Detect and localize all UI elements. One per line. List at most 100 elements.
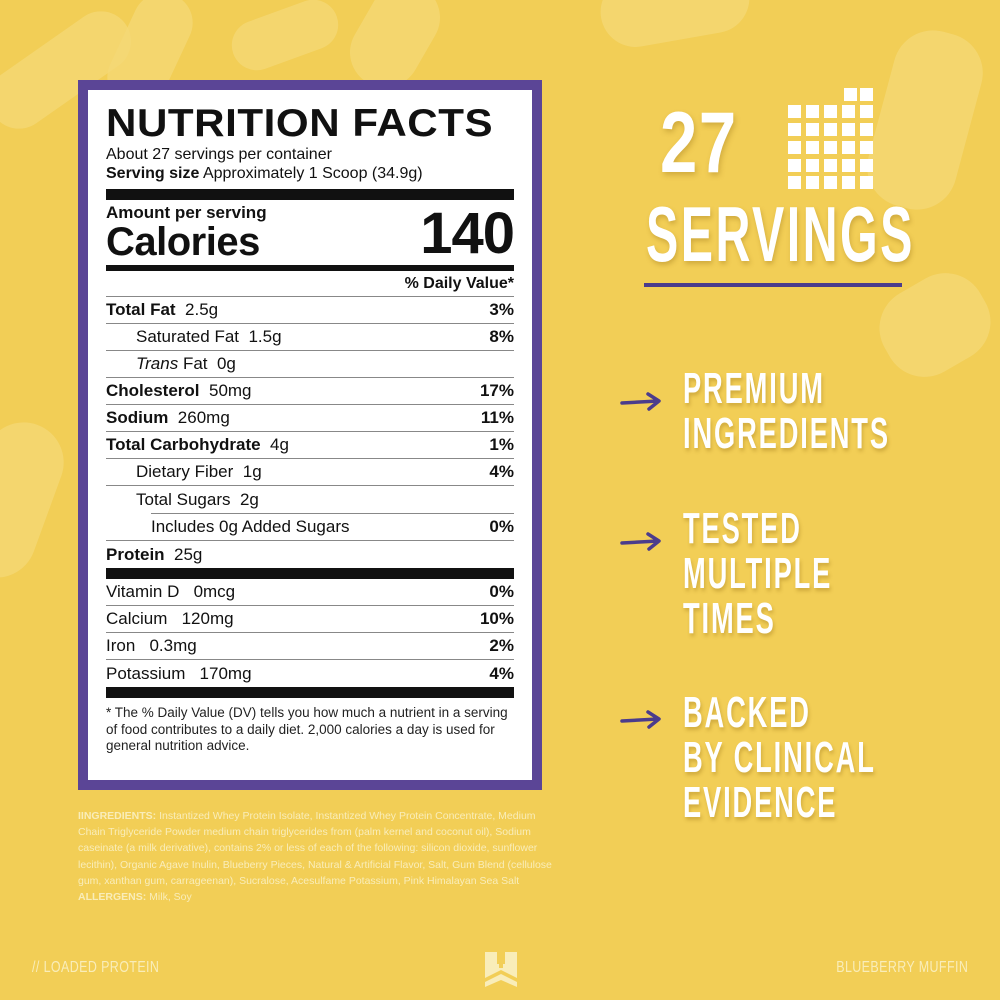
daily-value-header: % Daily Value* bbox=[106, 273, 514, 297]
brand-logo-icon bbox=[485, 952, 517, 987]
ingredients-block: IINGREDIENTS: Instantized Whey Protein I… bbox=[78, 808, 553, 905]
feature-line: BY CLINICAL bbox=[683, 733, 876, 782]
nutrient-dv: 11% bbox=[480, 408, 514, 427]
calories-value: 140 bbox=[420, 201, 515, 266]
calories-row: Calories 140 bbox=[106, 205, 515, 264]
nutrient-amount: 4g bbox=[270, 435, 289, 454]
nutrition-facts-title: NUTRITION FACTS bbox=[106, 102, 494, 145]
daily-value-footnote: * The % Daily Value (DV) tells you how m… bbox=[106, 705, 508, 753]
nutrient-amount: 1.5g bbox=[248, 327, 282, 346]
nutrient-name: Total Carbohydrate bbox=[106, 435, 261, 454]
nutrient-amount: 2g bbox=[239, 489, 259, 509]
vitamin-name: Iron bbox=[106, 636, 136, 655]
nutrient-name: Protein bbox=[106, 544, 165, 564]
calories-label: Calories bbox=[106, 220, 260, 264]
vitamin-name: Potassium bbox=[106, 663, 186, 683]
arrow-right-icon bbox=[620, 392, 661, 411]
nutrient-dv: 17% bbox=[479, 381, 514, 400]
nutrient-name: Dietary Fiber bbox=[136, 462, 234, 481]
amount-per-serving: Amount per serving bbox=[106, 203, 267, 222]
vitamin-amount: 170mg bbox=[199, 663, 252, 683]
divider-thin bbox=[151, 513, 514, 514]
background-brush-stroke bbox=[224, 0, 346, 78]
nutrient-row-total-sugars: Total Sugars 2g bbox=[106, 486, 514, 513]
nutrient-row-protein: Protein 25g bbox=[106, 541, 514, 568]
footer-product-line: // LOADED PROTEIN bbox=[32, 959, 160, 976]
background-brush-stroke bbox=[0, 411, 75, 589]
nutrient-row-saturated-fat: Saturated Fat 1.5g 8% bbox=[106, 324, 514, 351]
divider-purple bbox=[644, 283, 902, 287]
nutrient-row-total-fat: Total Fat 2.5g 3% bbox=[106, 297, 514, 324]
nutrient-name-italic: Trans bbox=[136, 354, 179, 373]
servings-grid-icon bbox=[788, 88, 873, 189]
nutrient-name: Includes 0g Added Sugars bbox=[151, 517, 350, 536]
nutrient-row-trans-fat: Trans Fat 0g bbox=[106, 351, 514, 378]
vitamin-name: Calcium bbox=[106, 609, 168, 628]
nutrient-amount: 25g bbox=[174, 544, 203, 564]
divider-thick bbox=[106, 189, 514, 200]
vitamin-row-vitamin-d: Vitamin D 0mcg 0% bbox=[106, 579, 514, 606]
feature-line: EVIDENCE bbox=[683, 778, 838, 827]
nutrient-name: Saturated Fat bbox=[136, 327, 240, 346]
nutrient-amount: 0g bbox=[216, 354, 236, 373]
nutrient-row-total-carbohydrate: Total Carbohydrate 4g 1% bbox=[106, 432, 514, 459]
divider-thick bbox=[106, 687, 514, 698]
nutrition-facts-panel: NUTRITION FACTS About 27 servings per co… bbox=[78, 80, 542, 790]
nutrient-dv: 3% bbox=[489, 300, 514, 319]
serving-size-value: Approximately 1 Scoop (34.9g) bbox=[202, 165, 423, 182]
vitamin-amount: 0.3mg bbox=[149, 636, 197, 655]
feature-line: TESTED bbox=[683, 504, 802, 553]
arrow-right-icon bbox=[620, 532, 661, 551]
nutrient-name: Fat bbox=[182, 354, 208, 373]
vitamin-dv: 2% bbox=[489, 636, 514, 655]
vitamin-dv: 0% bbox=[489, 582, 514, 601]
nutrient-name: Total Fat bbox=[106, 300, 176, 319]
background-brush-stroke bbox=[595, 0, 755, 53]
serving-size: Serving size Approximately 1 Scoop (34.9… bbox=[106, 164, 514, 183]
nutrient-name: Sodium bbox=[106, 408, 169, 427]
divider-medium bbox=[106, 265, 514, 271]
nutrient-dv: 0% bbox=[489, 517, 514, 536]
vitamin-amount: 0mcg bbox=[193, 582, 236, 601]
nutrient-dv: 4% bbox=[489, 462, 514, 481]
background-brush-stroke bbox=[858, 21, 992, 219]
feature-line: TIMES bbox=[683, 594, 776, 643]
feature-premium-ingredients: PREMIUM INGREDIENTS bbox=[683, 366, 890, 456]
feature-backed-by-clinical-evidence: BACKED BY CLINICAL EVIDENCE bbox=[683, 690, 876, 825]
ingredients-text: Instantized Whey Protein Isolate, Instan… bbox=[78, 810, 552, 887]
ingredients-label: IINGREDIENTS: bbox=[78, 810, 157, 822]
allergens-label: ALLERGENS: bbox=[78, 891, 147, 904]
nutrient-name: Total Sugars bbox=[136, 489, 231, 509]
servings-count: 27 bbox=[660, 95, 738, 191]
nutrient-row-added-sugars: Includes 0g Added Sugars 0% bbox=[106, 514, 514, 541]
vitamin-dv: 4% bbox=[489, 663, 514, 683]
feature-line: BACKED bbox=[683, 688, 811, 737]
nutrient-row-cholesterol: Cholesterol 50mg 17% bbox=[106, 378, 514, 405]
vitamin-row-potassium: Potassium 170mg 4% bbox=[106, 660, 514, 687]
vitamin-name: Vitamin D bbox=[106, 582, 180, 601]
nutrient-amount: 50mg bbox=[208, 381, 252, 400]
nutrient-dv: 8% bbox=[489, 327, 514, 346]
feature-line: INGREDIENTS bbox=[683, 409, 890, 458]
arrow-right-icon bbox=[620, 710, 661, 729]
nutrient-amount: 1g bbox=[242, 462, 262, 481]
feature-line: PREMIUM bbox=[683, 364, 825, 413]
vitamin-row-calcium: Calcium 120mg 10% bbox=[106, 606, 514, 633]
nutrient-amount: 2.5g bbox=[185, 300, 219, 319]
nutrient-dv: 1% bbox=[489, 435, 514, 454]
feature-tested-multiple-times: TESTED MULTIPLE TIMES bbox=[683, 506, 832, 641]
serving-size-label: Serving size bbox=[106, 165, 200, 182]
nutrition-facts-label: NUTRITION FACTS About 27 servings per co… bbox=[88, 90, 532, 780]
allergens-text: Milk, Soy bbox=[149, 891, 192, 904]
feature-line: MULTIPLE bbox=[683, 549, 833, 598]
nutrient-row-sodium: Sodium 260mg 11% bbox=[106, 405, 514, 432]
vitamin-amount: 120mg bbox=[181, 609, 234, 628]
footer-flavor: BLUEBERRY MUFFIN bbox=[836, 959, 968, 976]
divider-thick bbox=[106, 568, 514, 579]
nutrient-amount: 260mg bbox=[177, 408, 230, 427]
vitamin-dv: 10% bbox=[479, 609, 514, 628]
nutrient-row-dietary-fiber: Dietary Fiber 1g 4% bbox=[106, 459, 514, 486]
vitamin-row-iron: Iron 0.3mg 2% bbox=[106, 633, 514, 660]
nutrient-name: Cholesterol bbox=[106, 381, 200, 400]
servings-per-container: About 27 servings per container bbox=[106, 146, 332, 163]
